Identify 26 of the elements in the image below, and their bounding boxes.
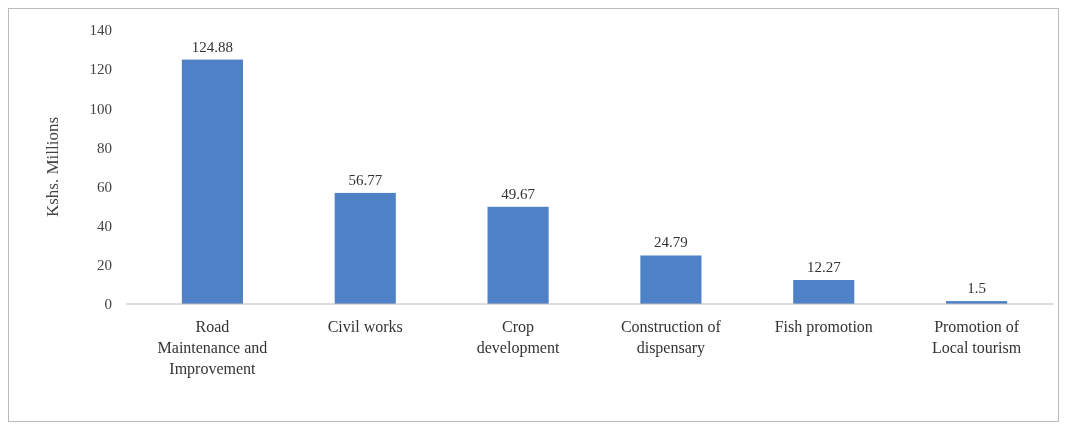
bar xyxy=(793,279,855,304)
y-tick-label: 40 xyxy=(97,217,112,234)
y-axis-title: Kshs. Millions xyxy=(43,116,62,218)
bar xyxy=(487,206,549,304)
bar xyxy=(334,192,396,304)
x-tick-label: Road Maintenance and Improvement xyxy=(157,318,268,378)
data-label: 124.88 xyxy=(191,38,234,55)
x-tick-label: Fish promotion xyxy=(774,318,873,336)
x-tick-label: Construction of dispensary xyxy=(620,318,722,357)
data-label: 56.77 xyxy=(348,171,383,188)
y-tick-label: 0 xyxy=(104,296,112,313)
bar xyxy=(640,255,702,304)
x-tick-label: Promotion of Local tourism xyxy=(931,318,1022,356)
x-tick-label: Civil works xyxy=(327,318,403,335)
y-tick-label: 80 xyxy=(97,139,112,156)
y-tick-label: 60 xyxy=(97,178,112,195)
bar xyxy=(181,59,243,304)
y-tick-label: 20 xyxy=(97,257,112,274)
y-tick-label: 140 xyxy=(89,22,112,39)
y-tick-label: 100 xyxy=(89,100,112,117)
data-label: 1.5 xyxy=(967,280,986,297)
x-tick-label: Crop development xyxy=(476,318,560,357)
data-label: 12.27 xyxy=(806,258,842,275)
data-label: 24.79 xyxy=(654,234,688,251)
data-label: 49.67 xyxy=(501,185,536,202)
y-tick-label: 120 xyxy=(89,61,112,78)
